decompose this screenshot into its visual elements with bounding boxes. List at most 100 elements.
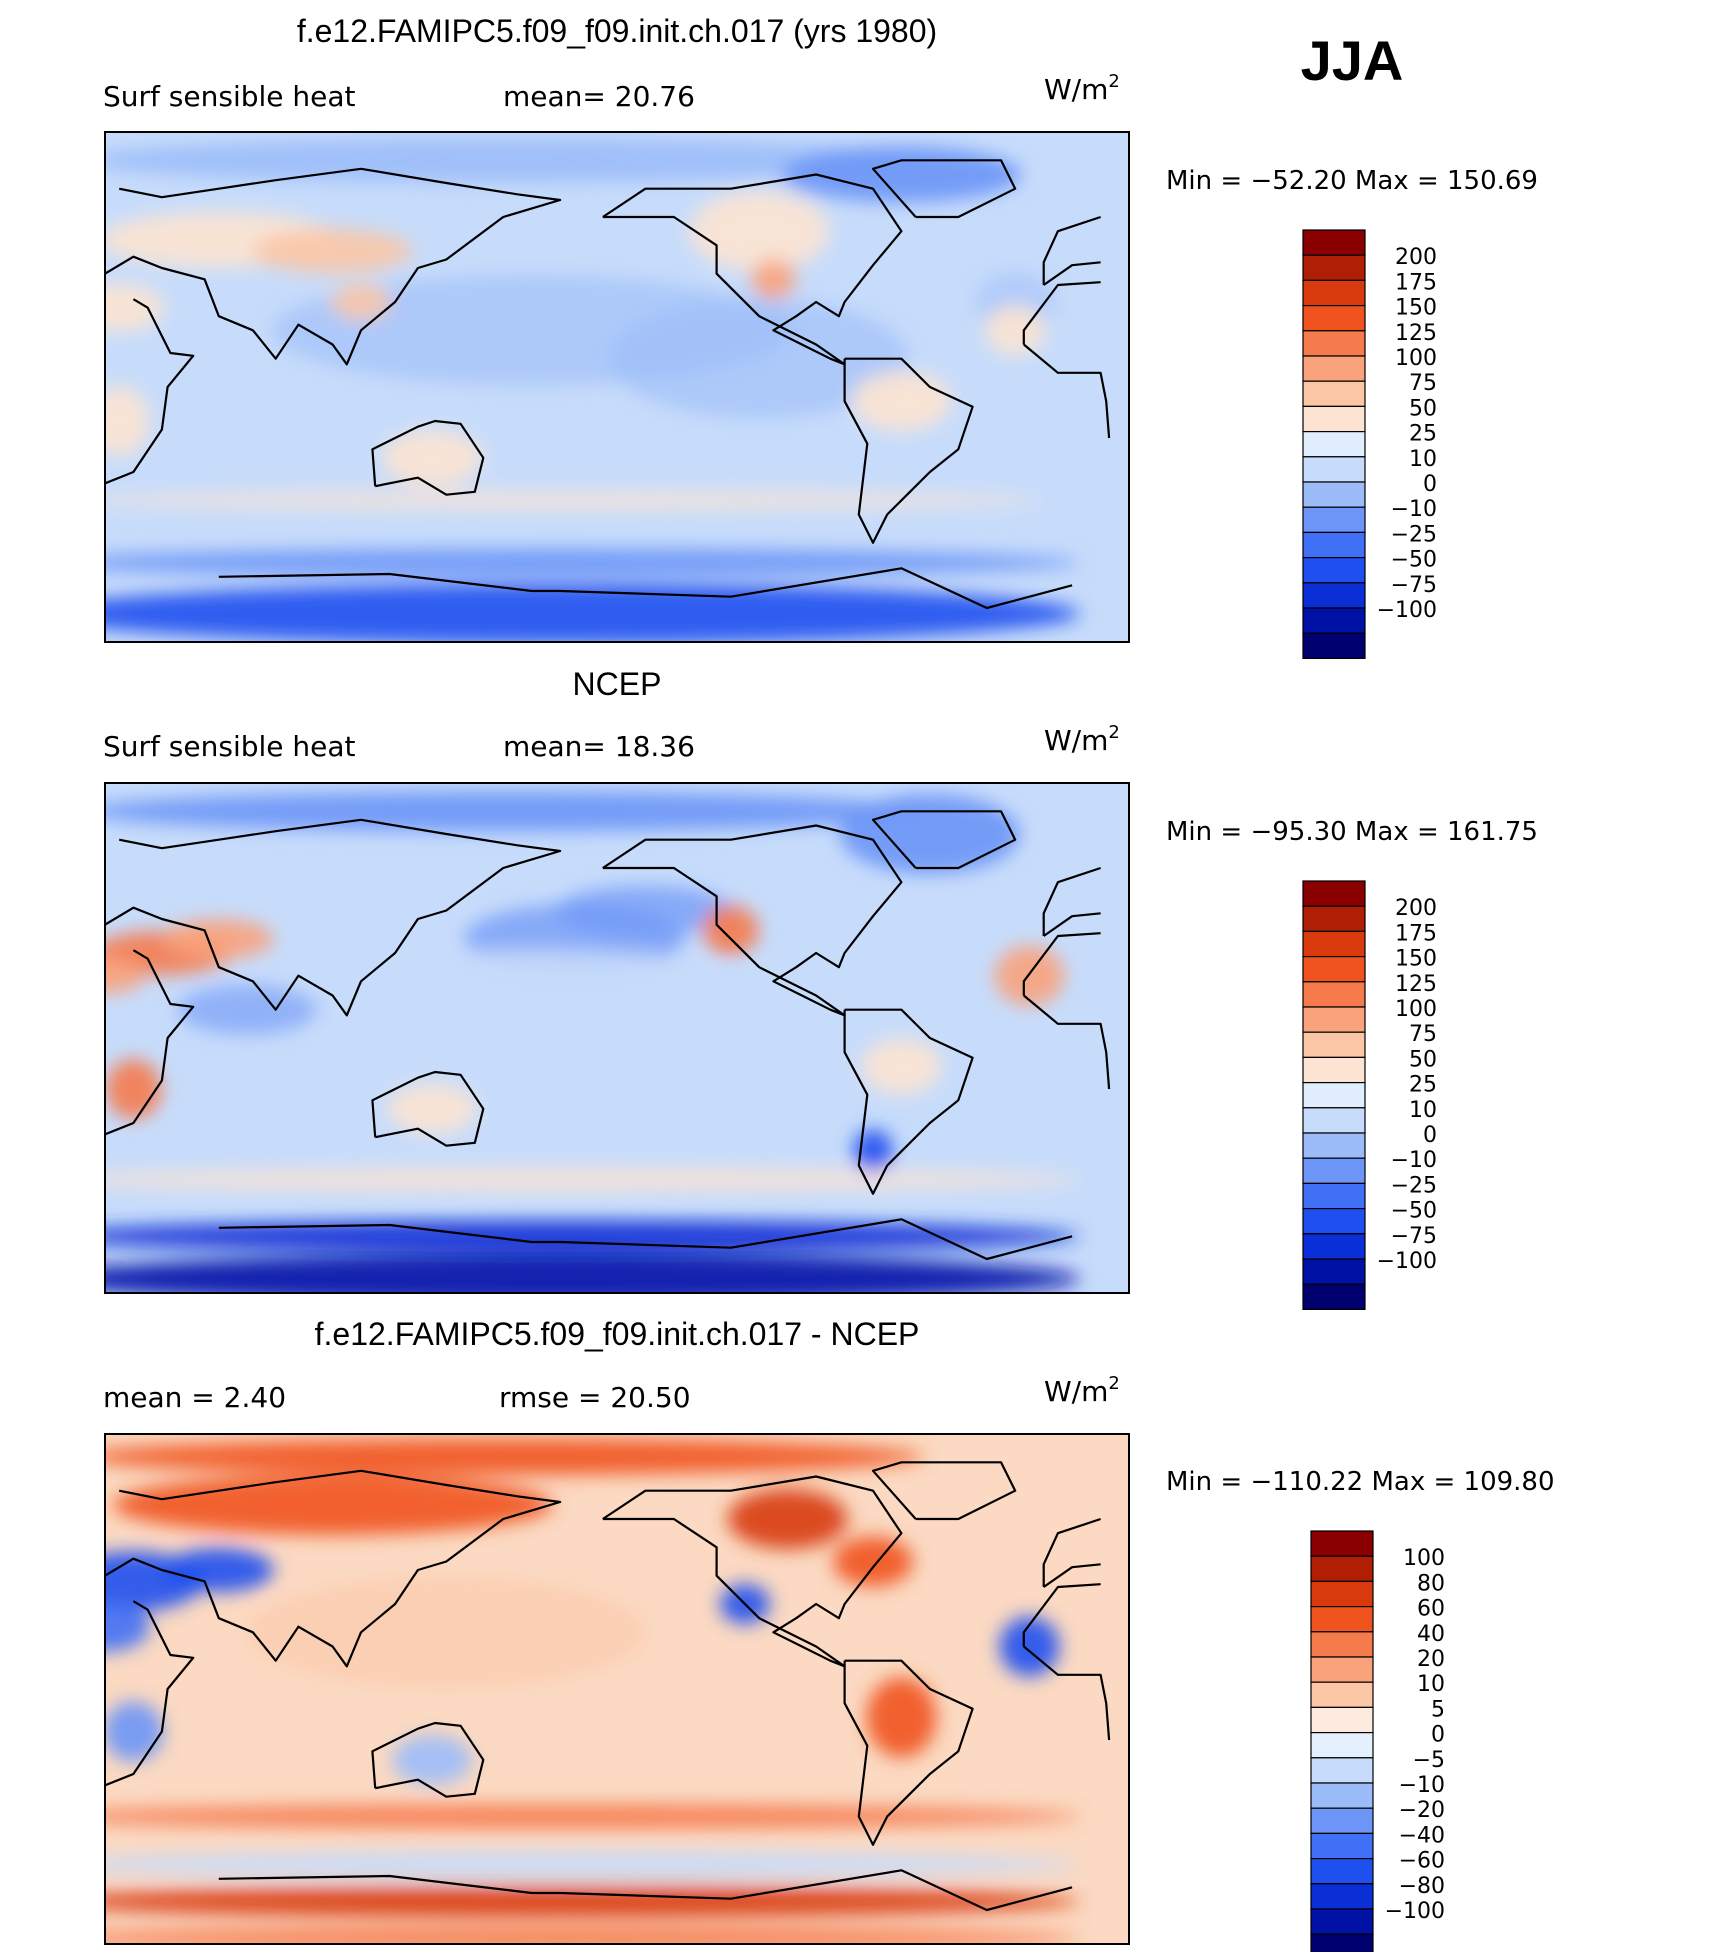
colorbar-tick-label: 10 <box>1409 1098 1437 1123</box>
colorbar-tick-label: 50 <box>1409 396 1437 421</box>
colorbar-swatch <box>1302 1056 1366 1084</box>
field-blob <box>105 1601 150 1652</box>
colorbar-swatch <box>1310 1681 1374 1708</box>
coastline <box>843 1659 974 1846</box>
coastline <box>218 567 1073 610</box>
coastline <box>871 1461 1017 1521</box>
field-blob <box>105 1926 1080 1944</box>
colorbar-swatch <box>1302 1107 1366 1134</box>
colorbar-tick-label: −5 <box>1413 1748 1445 1773</box>
coastline <box>843 1008 974 1195</box>
field-blob <box>751 259 796 300</box>
panel-3-frame <box>104 1433 1130 1945</box>
colorbar-swatch <box>1302 1132 1366 1159</box>
coastline <box>602 1475 903 1668</box>
colorbar-swatch <box>1302 1283 1366 1310</box>
coastline <box>371 1070 485 1147</box>
colorbar-swatch <box>1302 355 1366 382</box>
panel-3-minmax: Min = −110.22 Max = 109.80 <box>1166 1467 1555 1497</box>
colorbar-swatch <box>1302 930 1366 958</box>
field-blob <box>994 945 1065 1006</box>
colorbar-tick-label: 50 <box>1409 1047 1437 1072</box>
field-blob <box>105 1220 1080 1253</box>
field-blob <box>392 1734 473 1785</box>
field-blob <box>727 1489 848 1549</box>
field-blob <box>105 386 150 456</box>
field-blob <box>105 1850 1080 1879</box>
panel-1-coastlines <box>105 159 1111 610</box>
field-blob <box>105 957 145 994</box>
colorbar-swatch <box>1310 1706 1374 1734</box>
colorbar-tick-label: 10 <box>1409 447 1437 472</box>
field-blob <box>105 1438 924 1475</box>
coastline <box>371 1721 485 1798</box>
colorbar-tick-label: −40 <box>1399 1823 1445 1848</box>
coastline <box>871 810 1017 870</box>
panel-2-variable-label: Surf sensible heat <box>103 730 356 763</box>
colorbar-tick-label: 100 <box>1395 346 1437 371</box>
coastline <box>602 824 903 1017</box>
panel-2-frame <box>104 782 1130 1294</box>
field-blob <box>163 1548 274 1592</box>
coastline <box>105 932 1111 1136</box>
field-blob <box>105 583 1080 642</box>
colorbar-swatch <box>1310 1807 1374 1834</box>
colorbar-swatch <box>1302 1006 1366 1033</box>
panel-1-minmax: Min = −52.20 Max = 150.69 <box>1166 166 1538 196</box>
colorbar-swatch <box>1302 1031 1366 1058</box>
season-label: JJA <box>1301 29 1404 92</box>
coastline <box>602 173 903 366</box>
field-blob <box>851 371 952 432</box>
colorbar-swatch <box>1302 380 1366 408</box>
colorbar-swatch <box>1310 1832 1374 1860</box>
field-blob <box>833 1536 913 1587</box>
colorbar-swatch <box>1310 1605 1374 1633</box>
panel-3-rmse-label: rmse = 20.50 <box>499 1381 691 1414</box>
colorbar-tick-label: −50 <box>1391 1199 1437 1224</box>
colorbar-swatch <box>1302 1182 1366 1210</box>
colorbar-swatch <box>1310 1757 1374 1784</box>
field-blob <box>689 191 830 272</box>
field-blob <box>866 1677 937 1758</box>
field-blob <box>702 905 759 956</box>
colorbar-tick-label: 10 <box>1417 1672 1445 1697</box>
colorbar-swatch <box>1302 405 1366 433</box>
coastline <box>871 159 1017 219</box>
colorbar-swatch <box>1302 582 1366 609</box>
field-blob <box>105 548 1080 577</box>
colorbar-tick-label: 25 <box>1409 1073 1437 1098</box>
field-blob <box>252 229 413 273</box>
field-blob <box>105 1885 1080 1918</box>
coastline <box>105 167 1101 366</box>
colorbar-tick-label: 100 <box>1403 1546 1445 1571</box>
colorbar-swatch <box>1310 1656 1374 1683</box>
field-blob <box>105 1701 164 1762</box>
colorbar-swatch <box>1302 607 1366 634</box>
colorbar-swatch <box>1310 1908 1374 1935</box>
panel-2-map <box>105 783 1129 1293</box>
panel-2-coastlines <box>105 810 1111 1261</box>
colorbar-swatch <box>1302 1081 1366 1109</box>
colorbar-swatch <box>1310 1530 1374 1557</box>
colorbar-tick-label: 0 <box>1423 1123 1437 1148</box>
field-blob <box>246 1577 647 1688</box>
colorbar-tick-label: 75 <box>1409 371 1437 396</box>
colorbar-swatch <box>1302 905 1366 933</box>
colorbar-tick-label: 125 <box>1395 972 1437 997</box>
colorbar-swatch <box>1302 955 1366 983</box>
field-blob <box>281 950 782 1041</box>
colorbar-tick-label: −20 <box>1399 1798 1445 1823</box>
colorbar-tick-label: 60 <box>1417 1597 1445 1622</box>
colorbar-swatch <box>1310 1631 1374 1658</box>
colorbar-tick-label: 0 <box>1431 1723 1445 1748</box>
panel-1-map <box>105 132 1129 642</box>
field-blob <box>853 1129 893 1174</box>
colorbar-swatch <box>1302 880 1366 907</box>
field-blob <box>331 284 391 320</box>
panel-3-coastlines <box>105 1461 1111 1912</box>
panel-2-title: NCEP <box>573 666 662 702</box>
field-blob <box>609 298 910 419</box>
colorbar-swatch <box>1302 431 1366 458</box>
